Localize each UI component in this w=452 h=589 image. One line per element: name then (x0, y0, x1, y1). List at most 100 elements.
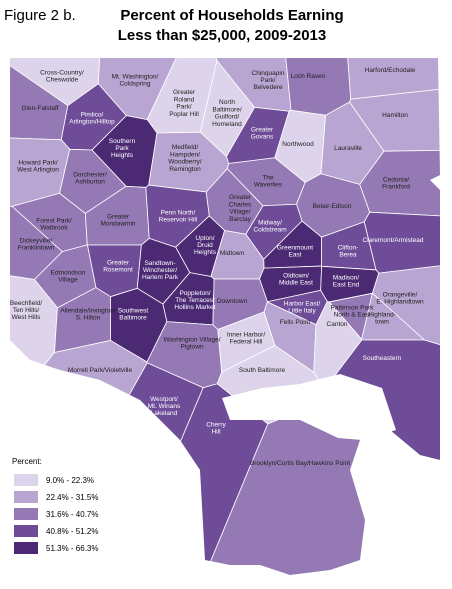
label-line: Waverlies (254, 182, 283, 189)
label-line: West Hills (12, 314, 42, 321)
label-line: Southern (109, 138, 136, 145)
label-line: Park (115, 145, 129, 152)
label-line: Rosemont (103, 267, 133, 274)
label-line: Howard Park/ (18, 159, 58, 166)
label-line: East (288, 252, 301, 259)
label-line: Charles (229, 201, 252, 208)
label-line: Village (58, 277, 78, 284)
neighborhood-label: North Baltimore/Guilford/Homeland (212, 99, 242, 128)
label-line: Northwood (282, 141, 314, 148)
label-line: Cherry (206, 421, 226, 428)
label-line: Franklintown (18, 245, 55, 252)
neighborhood-label: Northwood (282, 141, 314, 148)
label-line: Belvedere (253, 84, 283, 91)
legend: 9.0% - 22.3% 22.4% - 31.5% 31.6% - 40.7% 40… (14, 474, 98, 554)
label-line: Walbrook (40, 225, 68, 232)
label-line: Roland (174, 96, 195, 103)
neighborhood-label: Greater Govans (251, 126, 274, 140)
label-line: Glen-Falstaff (21, 105, 58, 112)
label-line: Heights (111, 152, 134, 159)
neighborhood-label: Orangeville/E. Highlandtown (376, 291, 424, 305)
label-line: Mt. Winans (148, 403, 181, 410)
neighborhood-label: Poppleton/The Terraces/Hollins Market (174, 290, 215, 311)
neighborhood-label: Pimlico/Arlington/Hilltop (69, 111, 115, 125)
label-line: Park/ (260, 77, 275, 84)
label-line: Fells Point (280, 319, 311, 326)
label-line: Claremont/Armistead (362, 237, 423, 244)
legend-title: Percent: (12, 457, 42, 466)
neighborhood-label: Greater Charles Village/Barclay (229, 194, 252, 223)
label-line: Dickeyville/ (20, 237, 53, 244)
label-line: Cross-Country/ (40, 69, 84, 76)
label-line: Hampden/ (170, 151, 200, 158)
label-line: Village/ (229, 209, 250, 216)
label-line: Edmondson (51, 269, 86, 276)
neighborhood-label: Hamilton (382, 112, 408, 119)
legend-swatch (14, 491, 38, 503)
label-line: Coldstream (253, 227, 286, 234)
label-line: Harbor East/ (284, 300, 321, 307)
neighborhood-label: Claremont/Armistead (362, 237, 423, 244)
label-line: Baltimore (119, 315, 147, 322)
label-line: Penn North/ (161, 209, 196, 216)
label-line: The (262, 174, 274, 181)
neighborhood-label: Penn North/Reservoir Hill (159, 209, 198, 223)
neighborhood-label: Harford/Echodale (365, 67, 416, 74)
legend-label: 9.0% - 22.3% (46, 476, 94, 485)
label-line: E. Highlandtown (376, 299, 424, 306)
label-line: Cedonia/ (383, 176, 409, 183)
neighborhood-label: South Baltimore (239, 367, 286, 374)
label-line: Lauraville (334, 145, 362, 152)
neighborhood-label: Lauraville (334, 145, 362, 152)
neighborhood-label: Inner Harbor/Federal Hill (227, 331, 265, 345)
neighborhood-label: Greater Rosemont (103, 259, 133, 273)
legend-swatch (14, 542, 38, 554)
label-line: Inner Harbor/ (227, 331, 265, 338)
neighborhood-label: Southern Park Heights (109, 138, 136, 159)
neighborhood-label: Chinquapin Park/Belvedere (252, 70, 285, 91)
neighborhood-label: Sandtown-Winchester/Harlem Park (142, 260, 179, 281)
neighborhood-label: Canton (327, 321, 348, 328)
labels: Cross-Country/Cheswolde Mt. Washington/Co… (10, 67, 424, 467)
neighborhood-label: Highland-town (368, 311, 396, 325)
label-line: Southwest (118, 307, 149, 314)
neighborhood-label: Westport/Mt. Winans Lakeland (148, 396, 181, 417)
neighborhood-label: Southwest Baltimore (118, 307, 149, 321)
label-line: Downtown (217, 298, 248, 305)
label-line: The Terraces/ (175, 297, 215, 304)
neighborhood (284, 58, 352, 116)
label-line: Hollins Market (174, 304, 215, 311)
legend-label: 40.8% - 51.2% (46, 527, 98, 536)
label-line: Allendale/Irvington/ (60, 307, 115, 314)
label-line: Woodberry/ (168, 159, 202, 166)
neighborhood-label: Upton/Druid Heights (194, 235, 217, 256)
neighborhood-label: Downtown (217, 298, 248, 305)
neighborhood-label: Patterson Park North & East (331, 304, 375, 318)
legend-swatch (14, 508, 38, 520)
neighborhood-label: Oldtown/Middle East (279, 272, 313, 286)
figure-number: Figure 2 b. (4, 7, 76, 24)
label-line: Reservoir Hill (159, 217, 198, 224)
label-line: Coldspring (119, 81, 150, 88)
label-line: East End (333, 282, 360, 289)
neighborhood-label: Greater Mondawmin (100, 213, 135, 227)
label-line: Greater (229, 194, 252, 201)
label-line: Washington Village/ (163, 336, 220, 343)
label-line: Poppleton/ (179, 290, 210, 297)
label-line: Heights (194, 249, 217, 256)
legend-swatch (14, 474, 38, 486)
label-line: Greater (251, 126, 274, 133)
neighborhood-label: Midway/Coldstream (253, 219, 286, 233)
label-line: Midtown (220, 250, 245, 257)
neighborhood-label: Washington Village/Pigtown (163, 336, 220, 350)
label-line: Westport/ (150, 396, 178, 403)
label-line: Sandtown- (144, 260, 175, 267)
label-line: Highland- (368, 311, 396, 318)
neighborhood-label: Forest Park/Walbrook (36, 217, 72, 231)
label-line: Midway/ (258, 219, 282, 226)
legend-label: 22.4% - 31.5% (46, 493, 98, 502)
neighborhood-label: Harbor East/Little Italy (284, 300, 321, 314)
legend-swatch (14, 525, 38, 537)
label-line: Poplar Hill (169, 111, 199, 118)
